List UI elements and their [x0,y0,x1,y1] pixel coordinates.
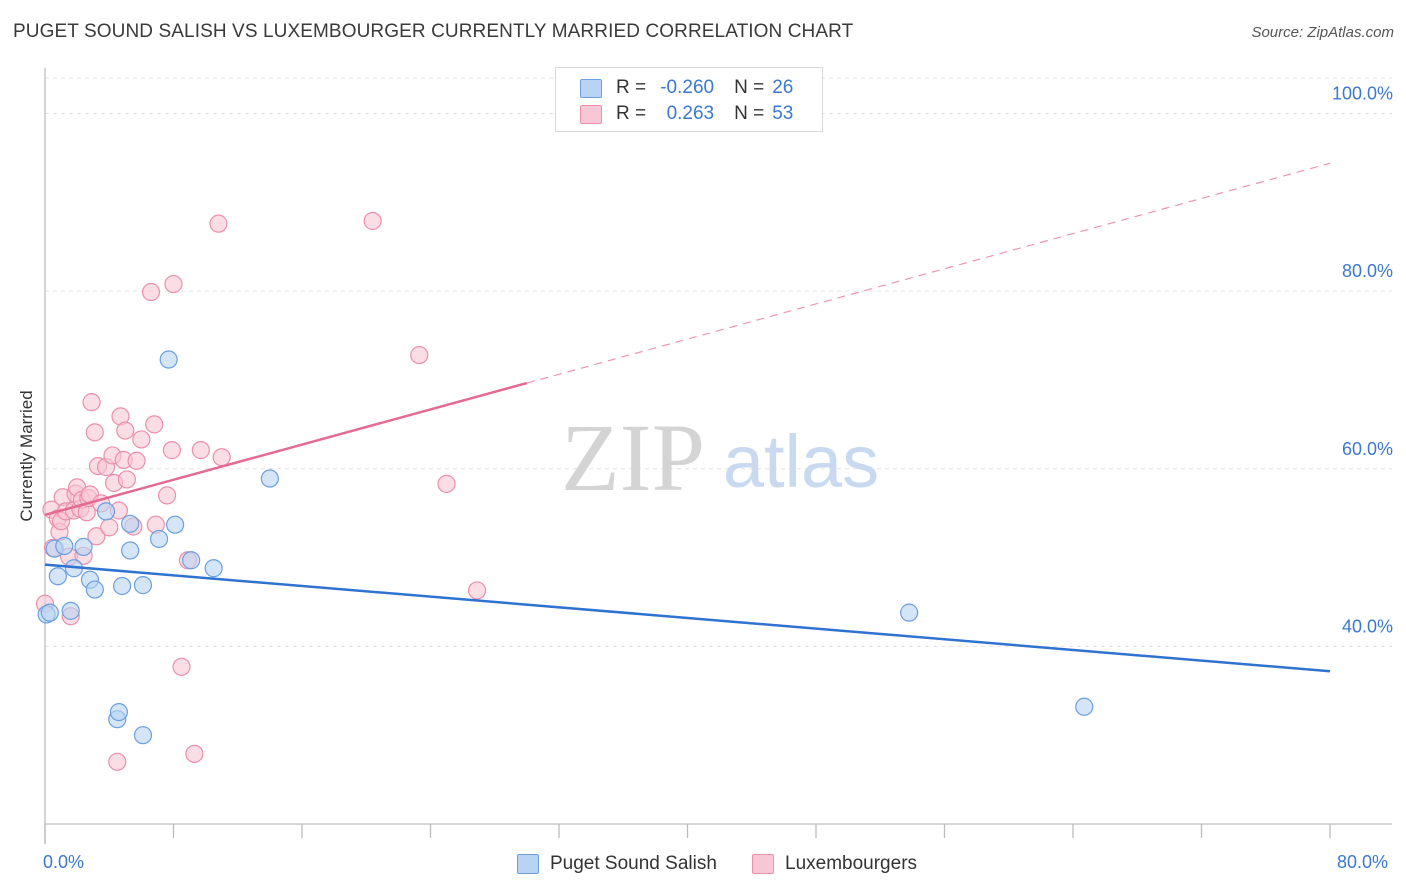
data-point [204,559,223,578]
data-point [133,576,153,595]
bottom-legend-label-luxembourgers: Luxembourgers [785,853,918,874]
data-point [159,350,178,369]
legend-r-value: -0.260 [660,77,715,98]
data-point [410,345,429,365]
data-point [467,581,487,600]
trend-lines [44,162,1331,673]
data-point [260,469,279,488]
data-point [212,448,231,467]
data-point [145,415,164,434]
data-point [116,421,135,440]
watermark-atlas: atlas [723,420,879,503]
data-point [96,502,116,521]
data-point [40,603,59,622]
data-point [87,527,106,546]
data-point [74,537,93,557]
data-point [121,514,140,533]
legend-n-label: N = [734,77,765,98]
legend-row-luxembourgers: R = 0.263 N = 53 [580,101,793,127]
x-tick-label-max: 80.0% [1337,852,1389,872]
data-point [117,470,137,489]
y-tick-label: 40.0% [1342,616,1393,636]
luxembourgers-trend-solid [44,381,528,517]
data-point [149,529,169,549]
bottom-legend-label-puget: Puget Sound Salish [550,853,717,874]
data-point [48,567,67,586]
legend-n-value: 53 [772,103,794,124]
chart-title: PUGET SOUND SALISH VS LUXEMBOURGER CURRE… [13,21,854,42]
y-tick-labels: 40.0% 60.0% 80.0% 100.0% [1332,84,1393,637]
data-point [85,423,104,442]
data-point [55,536,74,556]
y-tick-label: 80.0% [1342,261,1393,281]
luxembourgers-trend-dashed [526,162,1331,384]
data-point [141,282,161,302]
data-point [100,518,119,537]
data-point [172,657,191,676]
data-point [112,576,132,596]
legend-n-value: 26 [772,77,794,98]
bottom-legend-luxembourgers: Luxembourgers [752,852,917,876]
data-point [82,393,101,412]
legend-swatch-blue [580,78,602,98]
data-point [363,211,382,231]
data-point [61,601,80,620]
x-tick-label-min: 0.0% [43,852,85,872]
data-point [162,441,181,460]
data-point [164,274,183,294]
data-point [1075,697,1094,716]
legend-r-value: 0.263 [666,103,715,124]
data-point [209,214,228,233]
legend-row-puget: R = -0.260 N = 26 [580,75,793,101]
y-tick-label: 60.0% [1342,439,1393,459]
data-point [185,744,204,763]
data-point [182,551,201,570]
data-point [191,441,210,460]
data-point [166,515,185,534]
luxembourgers-points [35,211,487,771]
y-tick-label: 100.0% [1332,84,1393,104]
data-point [157,486,177,505]
source-credit: Source: ZipAtlas.com [1251,24,1394,41]
data-point [132,430,151,449]
data-point [121,541,140,560]
data-point [437,474,456,493]
bottom-legend-swatch-pink [752,854,774,874]
grid [45,77,1392,647]
puget-sound-salish-points [37,350,1094,745]
data-point [133,726,153,745]
data-point [85,580,104,599]
puget-trend-solid [44,563,1331,673]
legend-swatch-pink [580,104,602,124]
legend-r-label: R = [616,103,647,124]
bottom-legend-puget: Puget Sound Salish [517,852,717,876]
data-point [900,603,919,622]
axes [44,68,1392,844]
watermark-zip: ZIP [561,404,705,511]
data-point [108,752,127,771]
data-point [109,702,128,722]
bottom-legend-swatch-blue [517,854,539,874]
data-point [127,451,146,470]
correlation-legend: R = -0.260 N = 26 R = 0.263 N = 53 [555,67,823,132]
watermark: ZIP atlas [561,404,879,511]
legend-n-label: N = [734,103,765,124]
legend-r-label: R = [616,77,647,98]
y-axis-label: Currently Married [17,390,36,522]
